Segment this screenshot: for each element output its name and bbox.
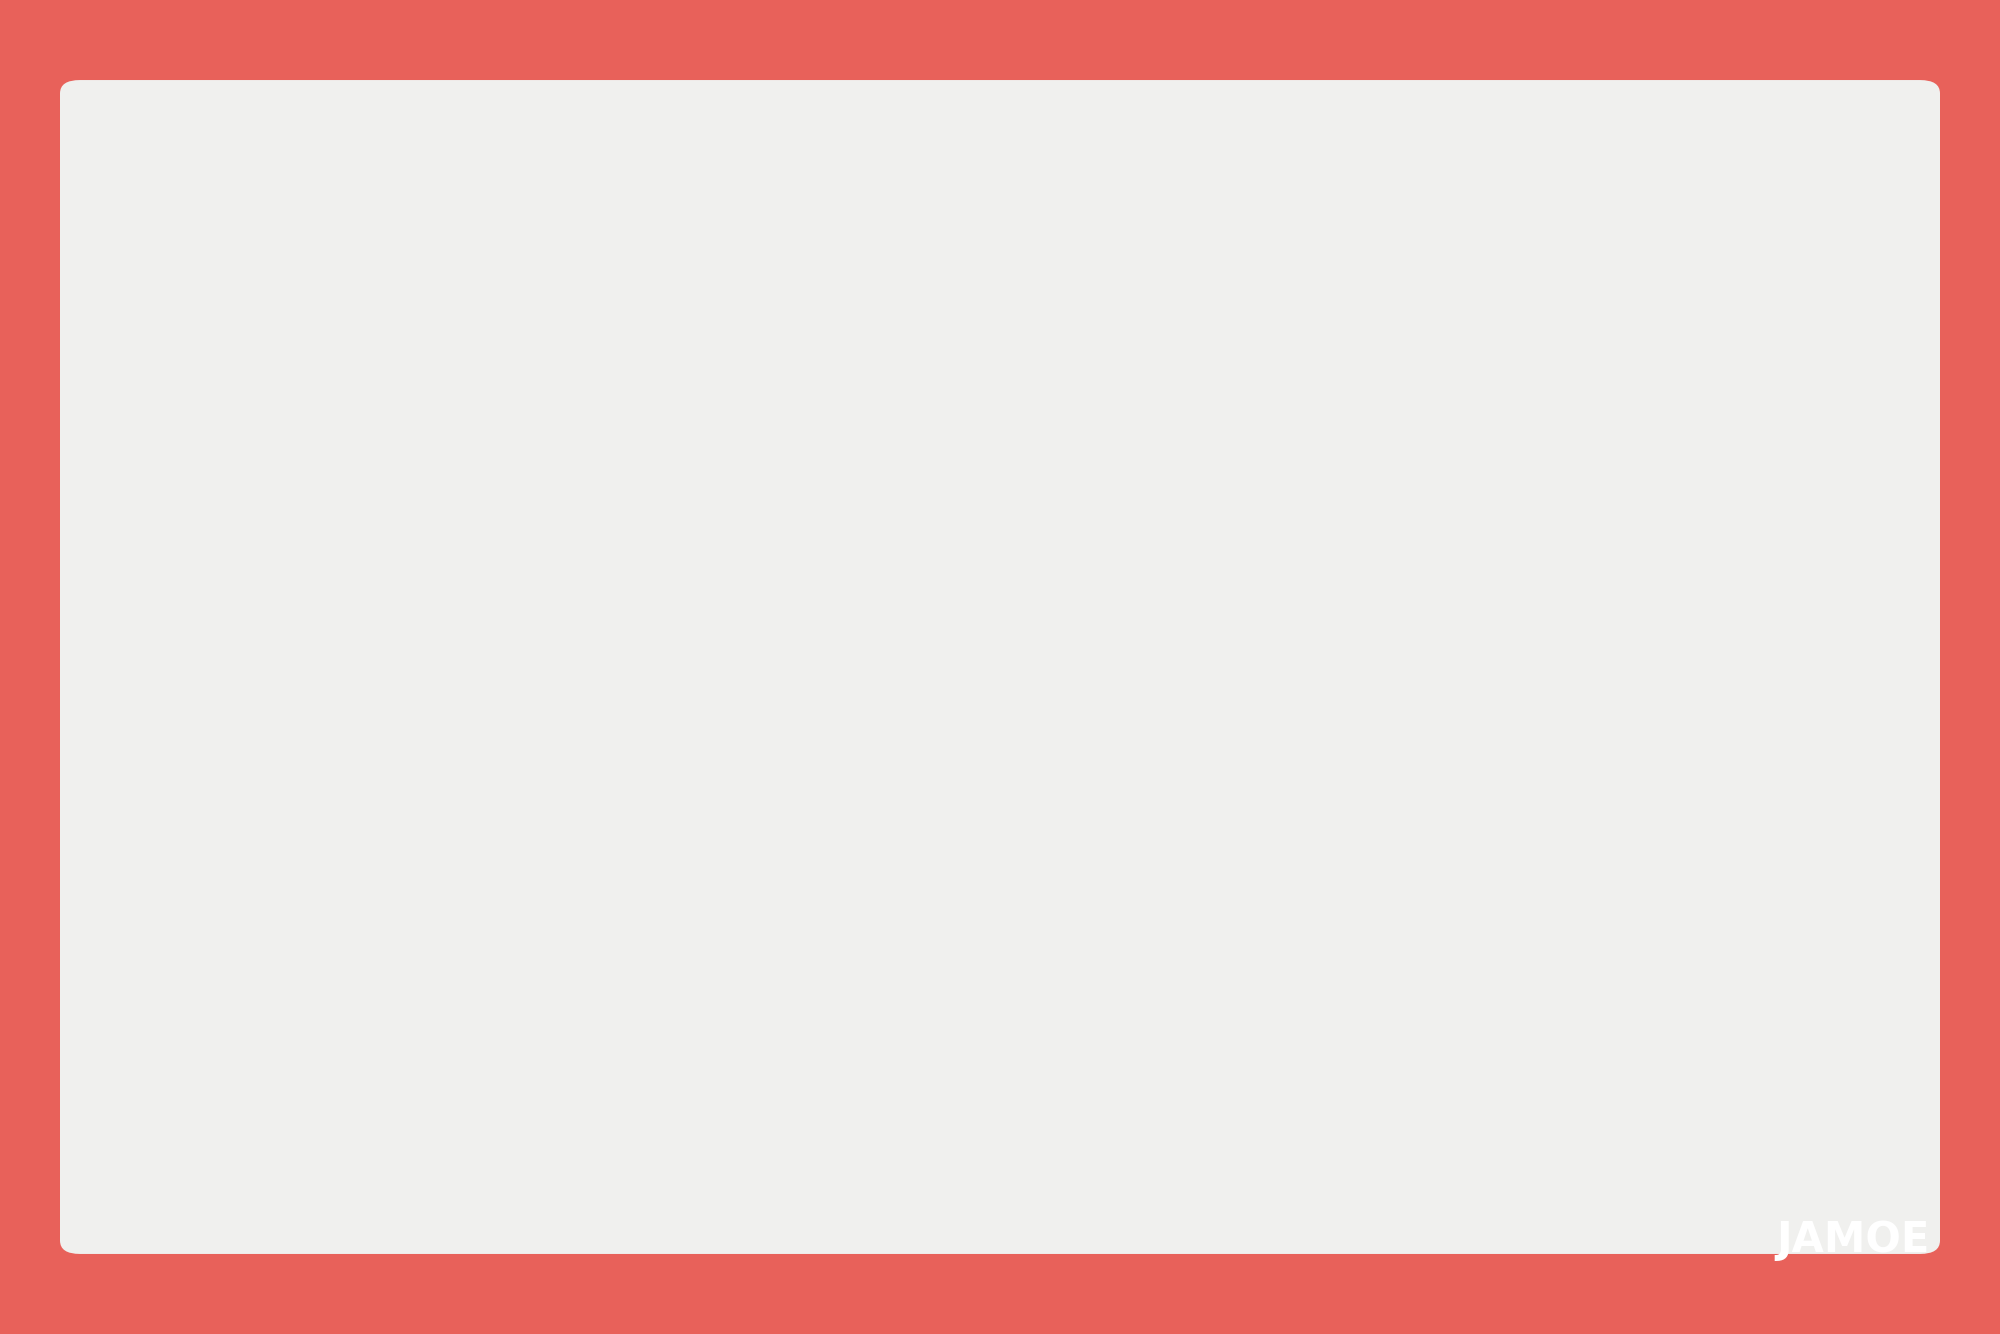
Text: 20/11/2020: 20/11/2020 — [940, 619, 1068, 639]
Text: Sequences and series: Sequences and series — [154, 511, 412, 535]
Text: 22/11/2020: 22/11/2020 — [940, 831, 1068, 851]
Circle shape — [1794, 502, 1860, 543]
Text: 22/11/2020: 22/11/2020 — [940, 726, 1068, 746]
Text: 23/11/2020: 23/11/2020 — [1260, 619, 1388, 639]
Text: 20/11/2020: 20/11/2020 — [940, 300, 1068, 320]
Text: 20/11/2020: 20/11/2020 — [620, 831, 748, 851]
Circle shape — [1162, 608, 1228, 650]
Text: 23/11/2020: 23/11/2020 — [1260, 300, 1388, 320]
Text: 27/11/2020: 27/11/2020 — [1580, 512, 1708, 532]
Text: 18/11/2020: 18/11/2020 — [620, 938, 748, 958]
Text: Algebra and functions: Algebra and functions — [154, 297, 414, 321]
Circle shape — [1482, 715, 1548, 756]
Circle shape — [1162, 289, 1228, 331]
Text: JAMOE: JAMOE — [1776, 1219, 1930, 1261]
Text: 20/11/2020: 20/11/2020 — [620, 512, 748, 532]
Text: 26/11/2020: 26/11/2020 — [1580, 407, 1708, 427]
Text: Differentiation: Differentiation — [154, 830, 324, 854]
Circle shape — [1162, 715, 1228, 756]
Circle shape — [1482, 396, 1548, 438]
Circle shape — [1162, 1034, 1228, 1075]
Circle shape — [1162, 502, 1228, 543]
Text: 25/11/2020: 25/11/2020 — [1260, 512, 1388, 532]
Text: Trigonometry: Trigonometry — [154, 618, 310, 642]
Text: 24/11/2020: 24/11/2020 — [1260, 407, 1388, 427]
Circle shape — [1482, 820, 1548, 863]
Text: Numerical methods: Numerical methods — [154, 936, 386, 960]
Circle shape — [1482, 608, 1548, 650]
Circle shape — [842, 502, 908, 543]
Text: 27/11/2020: 27/11/2020 — [1580, 831, 1708, 851]
Text: 19/11/2020: 19/11/2020 — [620, 407, 748, 427]
Circle shape — [1482, 289, 1548, 331]
Text: 25/11/2020: 25/11/2020 — [1260, 831, 1388, 851]
Text: 24/11/2020: 24/11/2020 — [1260, 726, 1388, 746]
Circle shape — [842, 608, 908, 650]
Text: Exponentials and logarithms: Exponentials and logarithms — [154, 723, 492, 747]
Text: 19/11/2020: 19/11/2020 — [620, 726, 748, 746]
Text: 18/11/2020: 18/11/2020 — [620, 619, 748, 639]
Circle shape — [842, 715, 908, 756]
Circle shape — [842, 396, 908, 438]
Circle shape — [1794, 820, 1860, 863]
Circle shape — [842, 1034, 908, 1075]
Text: 23/11/2020: 23/11/2020 — [940, 512, 1068, 532]
Text: Maths: Maths — [140, 159, 322, 211]
Text: 19/11/2020: 19/11/2020 — [940, 1045, 1068, 1065]
Text: 23/11/2020: 23/11/2020 — [940, 407, 1068, 427]
Circle shape — [842, 289, 908, 331]
Text: Vectors: Vectors — [154, 1042, 242, 1066]
Circle shape — [842, 820, 908, 863]
Text: Coordinate geomtry: Coordinate geomtry — [154, 404, 390, 428]
Circle shape — [1162, 396, 1228, 438]
Text: 18/11/2020: 18/11/2020 — [620, 1045, 748, 1065]
Circle shape — [1794, 396, 1860, 438]
Circle shape — [1162, 820, 1228, 863]
Circle shape — [1482, 502, 1548, 543]
Text: 19/11/2020: 19/11/2020 — [620, 300, 748, 320]
Circle shape — [842, 927, 908, 968]
